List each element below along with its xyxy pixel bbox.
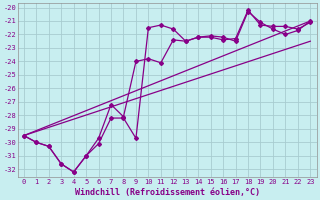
- X-axis label: Windchill (Refroidissement éolien,°C): Windchill (Refroidissement éolien,°C): [75, 188, 260, 197]
